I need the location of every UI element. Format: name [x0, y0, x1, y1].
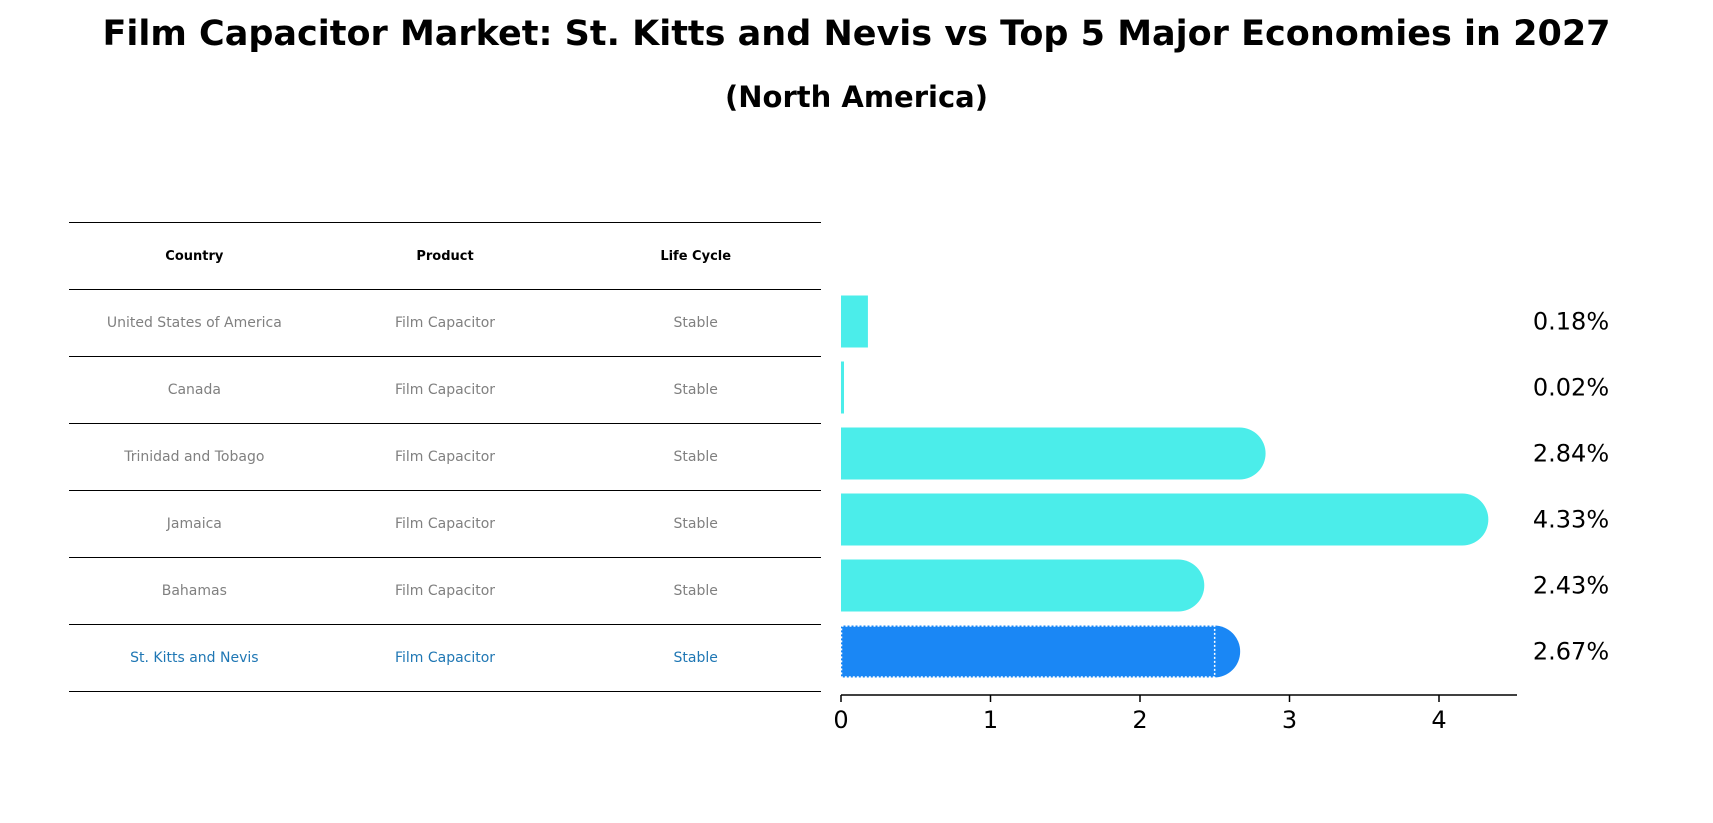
table-cell-product: Film Capacitor [394, 583, 496, 599]
table-row-highlighted: St. Kitts and Nevis Film Capacitor Stabl… [69, 625, 821, 692]
table-cell-country: Jamaica [166, 516, 222, 532]
bar-value-label: 2.43% [1533, 572, 1609, 600]
table-cell-life-cycle: Stable [673, 516, 718, 532]
table-cell-product: Film Capacitor [394, 516, 496, 532]
table-cell-life-cycle: Stable [673, 449, 718, 465]
bar [841, 427, 1266, 480]
table-cell-country: United States of America [106, 315, 282, 331]
bar [841, 559, 1205, 612]
table-cell-product: Film Capacitor [394, 449, 496, 465]
table-cell-life-cycle: Stable [673, 382, 718, 398]
bar-value-label: 2.67% [1533, 638, 1609, 666]
table-cell-country: Canada [167, 382, 221, 398]
table-row: Trinidad and Tobago Film Capacitor Stabl… [69, 424, 821, 491]
bar-value-label: 0.18% [1533, 308, 1609, 336]
bar [841, 361, 844, 414]
bar-value-label: 4.33% [1533, 506, 1609, 534]
table-row: Bahamas Film Capacitor Stable [69, 558, 821, 625]
x-tick-label: 2 [1132, 706, 1147, 734]
table-header-country: Country [165, 248, 224, 264]
table-cell-life-cycle: Stable [673, 583, 718, 599]
bar [841, 493, 1489, 546]
x-tick-label: 3 [1282, 706, 1297, 734]
x-tick-label: 4 [1431, 706, 1446, 734]
bar [841, 295, 868, 348]
chart-subtitle: (North America) [725, 80, 988, 114]
table-cell-country: Bahamas [161, 583, 227, 599]
table-header-product: Product [416, 248, 474, 264]
table-cell-product: Film Capacitor [394, 315, 496, 331]
table-cell-product: Film Capacitor [394, 382, 496, 398]
bar-value-label: 0.02% [1533, 374, 1609, 402]
x-tick-label: 1 [983, 706, 998, 734]
table-row: Canada Film Capacitor Stable [69, 357, 821, 424]
bar-value-label: 2.84% [1533, 440, 1609, 468]
data-table: Country Product Life Cycle United States… [69, 222, 821, 692]
table-row: United States of America Film Capacitor … [69, 290, 821, 357]
table-cell-country: St. Kitts and Nevis [130, 650, 259, 666]
x-tick-label: 0 [833, 706, 848, 734]
chart-title: Film Capacitor Market: St. Kitts and Nev… [102, 14, 1611, 54]
table-cell-life-cycle: Stable [673, 650, 718, 666]
table-cell-life-cycle: Stable [673, 315, 718, 331]
table-header-row: Country Product Life Cycle [69, 222, 821, 290]
table-cell-product: Film Capacitor [394, 650, 496, 666]
table-header-life-cycle: Life Cycle [660, 248, 732, 264]
table-row: Jamaica Film Capacitor Stable [69, 491, 821, 558]
table-cell-country: Trinidad and Tobago [124, 449, 265, 465]
bar [841, 625, 1241, 678]
